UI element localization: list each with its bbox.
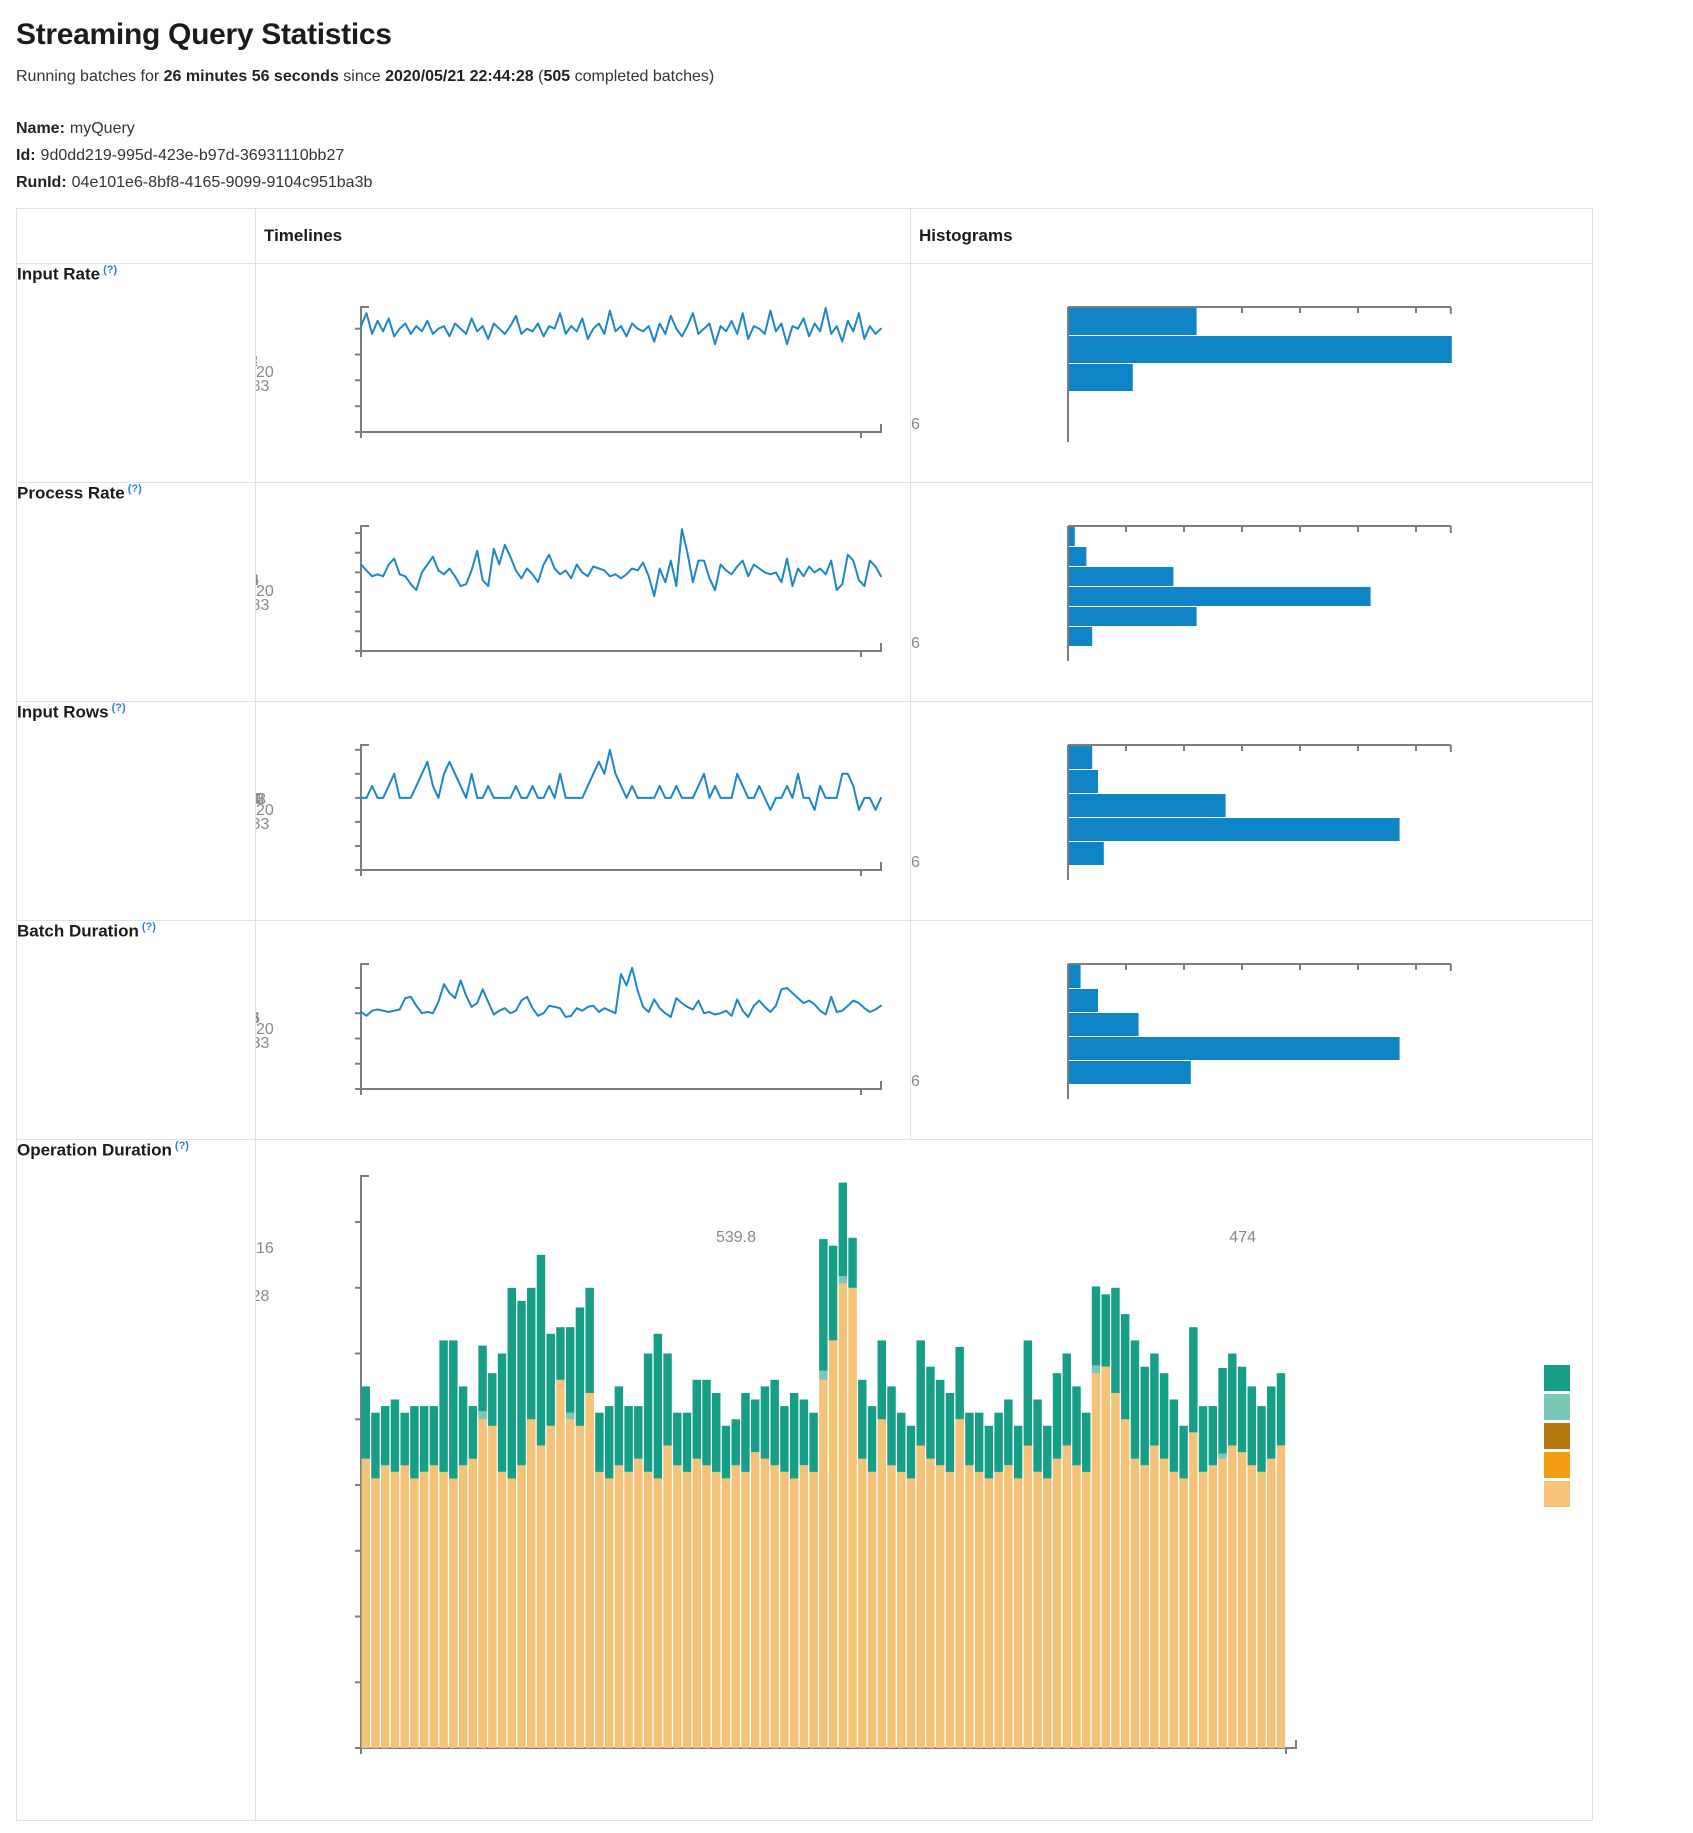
running-prefix: Running batches for bbox=[16, 68, 164, 85]
table-row: Batch Duration(?) 20165.5140.211589.764.… bbox=[17, 921, 1593, 1140]
since-text: since bbox=[339, 68, 385, 85]
process-rate-timeline-chart: 20165.5145.8126.2106.586.967.247.6183183 bbox=[256, 483, 910, 701]
legend-swatch bbox=[1544, 1452, 1570, 1478]
input-rate-label-cell: Input Rate(?) bbox=[17, 264, 256, 483]
query-id: 9d0dd219-995d-423e-b97d-36931110bb27 bbox=[41, 147, 345, 164]
batches-suffix: completed batches) bbox=[570, 68, 714, 85]
input-rows-timeline-chart: 20165.5141.5117.493.469.345.3183183 bbox=[256, 702, 910, 920]
histograms-header: Histograms bbox=[911, 209, 1593, 264]
query-id-line: Id: 9d0dd219-995d-423e-b97d-36931110bb27 bbox=[16, 147, 1677, 165]
query-runid-line: RunId: 04e101e6-8bf8-4165-9099-9104c951ba… bbox=[16, 174, 1677, 192]
table-row: Input Rows(?) 20165.5141.5117.493.469.34… bbox=[17, 702, 1593, 921]
row-label: Input Rows bbox=[17, 703, 109, 722]
row-label: Batch Duration bbox=[17, 922, 139, 941]
query-name-line: Name: myQuery bbox=[16, 120, 1677, 138]
svg-text:16: 16 bbox=[256, 1240, 274, 1257]
svg-text:183: 183 bbox=[256, 378, 269, 395]
svg-text:26: 26 bbox=[911, 635, 920, 652]
operation-duration-label-cell: Operation Duration(?) bbox=[17, 1140, 256, 1821]
running-duration: 26 minutes 56 seconds bbox=[164, 68, 339, 85]
start-time: 2020/05/21 22:44:28 bbox=[385, 68, 534, 85]
svg-text:45.3: 45.3 bbox=[256, 791, 266, 808]
batch-duration-label-cell: Batch Duration(?) bbox=[17, 921, 256, 1140]
process-rate-label-cell: Process Rate(?) bbox=[17, 483, 256, 702]
input-rows-label-cell: Input Rows(?) bbox=[17, 702, 256, 921]
svg-text:474: 474 bbox=[1229, 1229, 1256, 1246]
legend-swatch bbox=[1544, 1365, 1570, 1391]
table-row: Input Rate(?) 20165.5139.7113.88862.2183… bbox=[17, 264, 1593, 483]
table-header-row: Timelines Histograms bbox=[17, 209, 1593, 264]
runid-label: RunId: bbox=[16, 174, 67, 191]
batch-duration-timeline-chart: 20165.5140.211589.764.5183183 bbox=[256, 921, 910, 1139]
row-label: Operation Duration bbox=[17, 1141, 172, 1160]
help-icon[interactable]: (?) bbox=[175, 1140, 189, 1152]
svg-text:47.6: 47.6 bbox=[256, 572, 259, 589]
help-icon[interactable]: (?) bbox=[103, 264, 117, 276]
process-rate-histogram-chart: 2626262626262626 bbox=[911, 483, 1592, 696]
table-row: Process Rate(?) 20165.5145.8126.2106.586… bbox=[17, 483, 1593, 702]
timelines-header: Timelines bbox=[256, 209, 911, 264]
running-summary: Running batches for 26 minutes 56 second… bbox=[16, 68, 1677, 86]
id-label: Id: bbox=[16, 147, 36, 164]
svg-text:64.5: 64.5 bbox=[256, 1010, 260, 1027]
svg-text:26: 26 bbox=[911, 1073, 920, 1090]
empty-header-cell bbox=[17, 209, 256, 264]
svg-text:183: 183 bbox=[256, 1035, 269, 1052]
query-runid: 04e101e6-8bf8-4165-9099-9104c951ba3b bbox=[72, 174, 373, 191]
legend-swatch bbox=[1544, 1481, 1570, 1507]
completed-batches-count: 505 bbox=[543, 68, 570, 85]
query-name: myQuery bbox=[70, 120, 135, 137]
batch-duration-histogram-chart: 2626262626262626 bbox=[911, 921, 1592, 1134]
svg-text:26: 26 bbox=[911, 854, 920, 871]
help-icon[interactable]: (?) bbox=[112, 702, 126, 714]
name-label: Name: bbox=[16, 120, 65, 137]
page-title: Streaming Query Statistics bbox=[16, 18, 1677, 52]
row-label: Process Rate bbox=[17, 484, 125, 503]
svg-text:628: 628 bbox=[256, 1288, 269, 1305]
operation-duration-legend bbox=[1544, 1365, 1570, 1510]
operation-duration-cell: 16605.5539.8474408.3342.5276.8211145.379… bbox=[256, 1140, 1593, 1821]
svg-text:183: 183 bbox=[256, 816, 269, 833]
svg-text:26: 26 bbox=[911, 416, 920, 433]
svg-text:183: 183 bbox=[256, 597, 269, 614]
input-rate-histogram-chart: 2626262626262626 bbox=[911, 264, 1592, 477]
table-row: Operation Duration(?) 16605.5539.8474408… bbox=[17, 1140, 1593, 1821]
help-icon[interactable]: (?) bbox=[128, 483, 142, 495]
statistics-table: Timelines Histograms Input Rate(?) 20165… bbox=[16, 208, 1593, 1821]
input-rate-timeline-chart: 20165.5139.7113.88862.2183183 bbox=[256, 264, 910, 482]
svg-text:62.2: 62.2 bbox=[256, 353, 258, 370]
input-rows-histogram-chart: 2626262626262626 bbox=[911, 702, 1592, 915]
row-label: Input Rate bbox=[17, 265, 100, 284]
help-icon[interactable]: (?) bbox=[142, 921, 156, 933]
operation-duration-stacked-chart: 16605.5539.8474408.3342.5276.8211145.379… bbox=[256, 1140, 1592, 1808]
legend-swatch bbox=[1544, 1394, 1570, 1420]
legend-swatch bbox=[1544, 1423, 1570, 1449]
batches-open-paren: ( bbox=[534, 68, 544, 85]
svg-text:539.8: 539.8 bbox=[716, 1229, 756, 1246]
